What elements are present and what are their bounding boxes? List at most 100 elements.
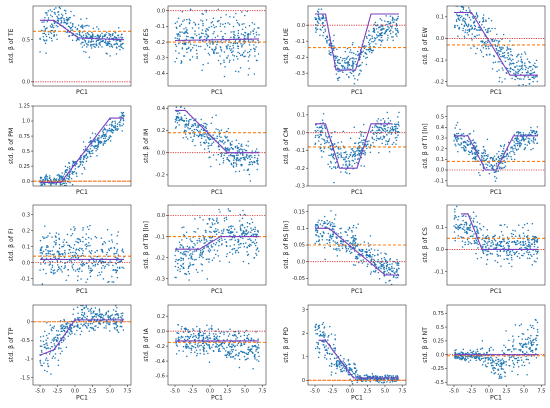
data-point bbox=[174, 60, 176, 63]
y-tick-label: 0.0 bbox=[22, 260, 30, 266]
data-point bbox=[487, 29, 489, 32]
data-point bbox=[383, 137, 385, 139]
data-point bbox=[536, 133, 539, 136]
data-point bbox=[76, 306, 79, 308]
data-point bbox=[39, 360, 41, 362]
data-point bbox=[115, 127, 117, 130]
data-point bbox=[347, 229, 350, 231]
data-point bbox=[60, 265, 63, 268]
data-point bbox=[227, 148, 229, 150]
data-point bbox=[70, 260, 73, 262]
data-point bbox=[315, 31, 317, 33]
y-axis-label: std. β of CM bbox=[283, 127, 290, 164]
data-point bbox=[175, 26, 178, 28]
data-point bbox=[503, 239, 505, 241]
data-point bbox=[331, 221, 334, 224]
data-point bbox=[185, 123, 188, 126]
data-point bbox=[352, 75, 355, 77]
data-point bbox=[324, 19, 326, 22]
data-point bbox=[116, 248, 119, 251]
data-point bbox=[456, 136, 458, 139]
data-point bbox=[248, 238, 251, 240]
data-point bbox=[474, 158, 477, 161]
data-point bbox=[252, 228, 255, 231]
data-point bbox=[501, 150, 504, 152]
data-point bbox=[52, 327, 55, 329]
data-point bbox=[375, 28, 378, 30]
data-point bbox=[491, 253, 494, 255]
data-point bbox=[472, 157, 474, 160]
data-point bbox=[336, 67, 339, 70]
data-point bbox=[81, 305, 84, 307]
data-point bbox=[106, 263, 108, 266]
data-point bbox=[356, 50, 359, 53]
data-point bbox=[518, 69, 520, 72]
data-point bbox=[365, 63, 368, 66]
data-point bbox=[376, 137, 378, 140]
data-point bbox=[370, 144, 372, 147]
data-point bbox=[60, 21, 63, 23]
data-point bbox=[72, 251, 74, 254]
data-point bbox=[391, 143, 394, 146]
data-point bbox=[317, 129, 319, 132]
data-point bbox=[248, 161, 251, 163]
data-point bbox=[178, 42, 180, 45]
data-point bbox=[526, 222, 529, 225]
data-point bbox=[211, 218, 214, 220]
data-point bbox=[121, 248, 124, 250]
data-point bbox=[375, 270, 377, 272]
data-point bbox=[465, 222, 468, 225]
data-point bbox=[497, 61, 499, 63]
data-point bbox=[457, 215, 460, 218]
data-point bbox=[333, 181, 335, 184]
data-point bbox=[114, 120, 116, 123]
data-point bbox=[44, 183, 46, 186]
data-point bbox=[377, 118, 380, 120]
data-point bbox=[383, 256, 386, 259]
data-point bbox=[462, 6, 464, 8]
data-point bbox=[483, 243, 486, 246]
data-point bbox=[198, 45, 200, 48]
data-point bbox=[374, 263, 376, 266]
data-point bbox=[251, 229, 253, 231]
data-point bbox=[489, 45, 492, 47]
data-point bbox=[351, 43, 354, 46]
data-point bbox=[387, 126, 389, 129]
data-point bbox=[66, 241, 68, 244]
data-point bbox=[213, 50, 215, 52]
data-point bbox=[193, 123, 196, 125]
data-point bbox=[174, 127, 177, 129]
data-point bbox=[465, 215, 467, 218]
y-tick-label: -0.3 bbox=[295, 71, 305, 77]
data-point bbox=[257, 231, 260, 233]
data-point bbox=[101, 243, 104, 246]
data-point bbox=[488, 247, 490, 249]
y-tick-label: -0.3 bbox=[155, 276, 165, 282]
data-point bbox=[397, 121, 400, 123]
data-point bbox=[175, 258, 177, 261]
data-point bbox=[179, 246, 181, 248]
data-point bbox=[518, 252, 520, 255]
data-point bbox=[114, 252, 116, 255]
data-point bbox=[246, 37, 249, 39]
data-point bbox=[86, 36, 88, 38]
data-point bbox=[83, 166, 85, 169]
data-point bbox=[203, 236, 205, 239]
data-point bbox=[235, 55, 238, 58]
data-point bbox=[46, 370, 48, 373]
data-point bbox=[63, 184, 66, 186]
data-point bbox=[464, 145, 466, 148]
data-point bbox=[319, 28, 321, 30]
data-point bbox=[238, 24, 241, 27]
y-tick-label: 0.0 bbox=[436, 247, 444, 253]
data-point bbox=[256, 59, 258, 62]
data-point bbox=[395, 271, 397, 273]
data-point bbox=[226, 158, 228, 161]
data-point bbox=[468, 228, 470, 230]
data-point bbox=[380, 36, 382, 39]
data-point bbox=[200, 45, 202, 48]
data-point bbox=[79, 327, 82, 329]
data-point bbox=[460, 144, 462, 146]
data-point bbox=[317, 11, 320, 13]
